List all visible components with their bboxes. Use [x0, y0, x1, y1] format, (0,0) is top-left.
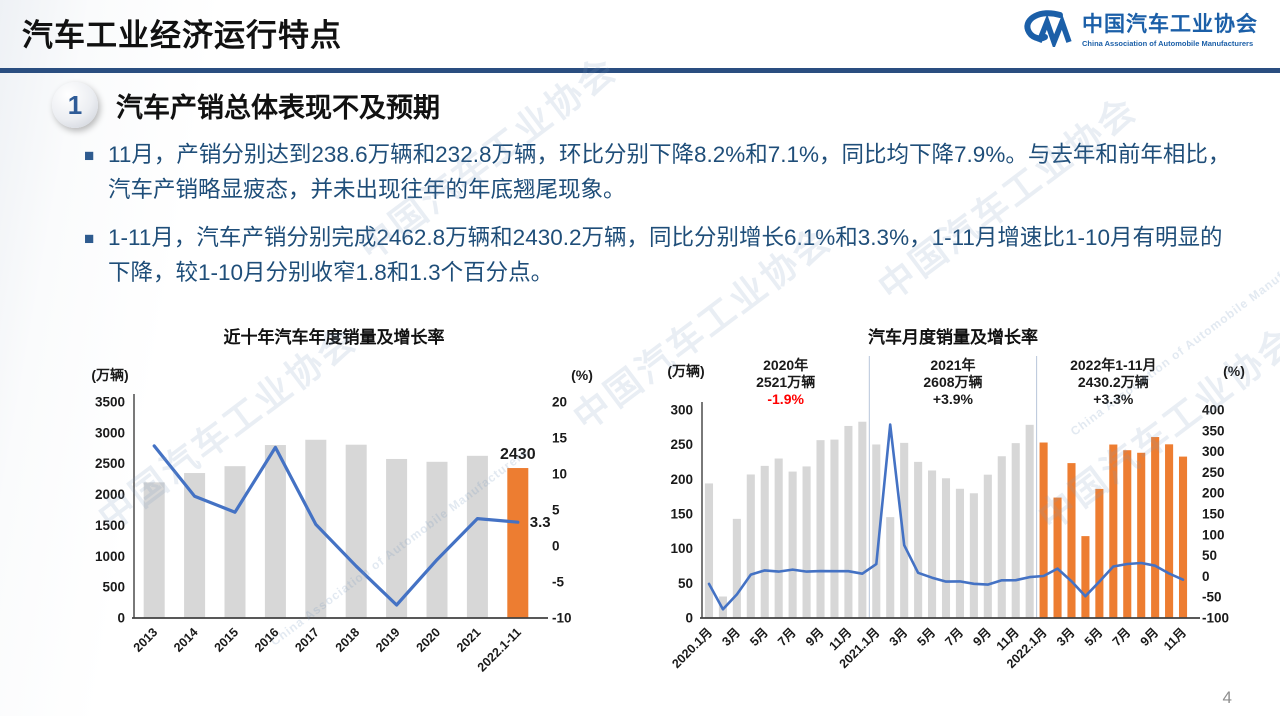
svg-text:0: 0	[117, 611, 125, 626]
bullet-marker-icon: ■	[84, 228, 95, 248]
svg-text:(%): (%)	[571, 367, 593, 383]
bullet-item-2: ■ 1-11月，汽车产销分别完成2462.8万辆和2430.2万辆，同比分别增长…	[84, 221, 1242, 291]
svg-text:-50: -50	[1202, 590, 1222, 605]
svg-text:150: 150	[670, 507, 693, 522]
svg-text:3月: 3月	[1054, 625, 1078, 649]
chart-monthly-sales: 汽车月度销量及增长率 0 50 100 150 200 250 300 -100 -50 0 50 1…	[630, 323, 1276, 703]
svg-text:2000: 2000	[95, 487, 125, 502]
svg-text:3500: 3500	[95, 395, 125, 410]
caam-logo: 中国汽车工业协会 China Association of Automobile…	[1022, 8, 1258, 48]
svg-text:2020.1月: 2020.1月	[669, 625, 715, 671]
bullet-text-1: 11月，产销分别达到238.6万辆和232.8万辆，环比分别下降8.2%和7.1…	[108, 142, 1231, 202]
svg-text:2019: 2019	[373, 625, 403, 655]
caam-logo-cn: 中国汽车工业协会	[1082, 13, 1258, 36]
bullet-marker-icon: ■	[84, 146, 95, 165]
caam-logo-en: China Association of Automobile Manufact…	[1082, 39, 1254, 48]
svg-text:7月: 7月	[942, 625, 966, 649]
svg-text:7月: 7月	[1110, 625, 1134, 649]
svg-text:2018: 2018	[333, 625, 363, 655]
svg-text:9月: 9月	[970, 625, 994, 649]
svg-text:50: 50	[1202, 548, 1217, 563]
svg-text:5月: 5月	[915, 625, 939, 649]
page-title: 汽车工业经济运行特点	[22, 18, 342, 53]
svg-text:500: 500	[102, 580, 125, 595]
svg-text:2016: 2016	[252, 625, 282, 655]
title-divider	[0, 68, 1280, 73]
svg-text:150: 150	[1202, 507, 1225, 522]
bullet-item-1: ■ 11月，产销分别达到238.6万辆和232.8万辆，环比分别下降8.2%和7…	[84, 138, 1242, 208]
svg-text:0: 0	[1202, 569, 1210, 584]
svg-text:2500: 2500	[95, 456, 125, 471]
svg-text:0: 0	[552, 539, 560, 554]
charts-row: 近十年汽车年度销量及增长率 0 500 1000 1500 2000 2500 3000 35…	[46, 323, 1245, 703]
svg-text:(万辆): (万辆)	[91, 367, 128, 383]
svg-text:20: 20	[552, 395, 567, 410]
svg-text:9月: 9月	[803, 625, 827, 649]
svg-text:300: 300	[1202, 444, 1225, 459]
svg-text:350: 350	[1202, 423, 1225, 438]
svg-text:200: 200	[670, 472, 693, 487]
svg-text:100: 100	[1202, 527, 1225, 542]
chart-monthly-canvas: 0 50 100 150 200 250 300 -100 -50 0 50 100 150 200 250…	[667, 356, 1245, 671]
caam-logo-icon	[1024, 10, 1072, 47]
chart-annual-title: 近十年汽车年度销量及增长率	[223, 328, 445, 347]
svg-text:5: 5	[552, 503, 560, 518]
svg-text:2521万辆: 2521万辆	[756, 374, 815, 390]
svg-text:2014: 2014	[171, 625, 201, 655]
svg-text:2430: 2430	[500, 446, 536, 463]
svg-text:15: 15	[552, 431, 568, 446]
svg-text:-1.9%: -1.9%	[767, 391, 804, 407]
section-title: 汽车产销总体表现不及预期	[116, 92, 440, 123]
chart-monthly-title: 汽车月度销量及增长率	[868, 328, 1038, 347]
svg-text:2013: 2013	[131, 625, 161, 655]
bullet-list: ■ 11月，产销分别达到238.6万辆和232.8万辆，环比分别下降8.2%和7…	[84, 138, 1242, 304]
svg-text:(万辆): (万辆)	[667, 363, 704, 379]
svg-text:100: 100	[670, 541, 693, 556]
svg-text:10: 10	[552, 467, 567, 482]
svg-text:300: 300	[670, 403, 693, 418]
svg-text:7月: 7月	[775, 625, 799, 649]
svg-text:2022年1-11月: 2022年1-11月	[1070, 357, 1156, 373]
chart-annual-sales: 近十年汽车年度销量及增长率 0 500 1000 1500 2000 2500 3000 35…	[46, 323, 622, 703]
svg-text:1500: 1500	[95, 518, 125, 533]
svg-text:3月: 3月	[719, 625, 743, 649]
svg-text:3.3: 3.3	[530, 514, 551, 531]
svg-text:250: 250	[670, 437, 693, 452]
svg-text:3000: 3000	[95, 425, 125, 440]
svg-text:1000: 1000	[95, 549, 125, 564]
svg-text:2022.1-11: 2022.1-11	[475, 625, 524, 674]
svg-text:2017: 2017	[292, 625, 322, 655]
svg-text:0: 0	[685, 611, 693, 626]
svg-text:2020: 2020	[414, 625, 444, 655]
svg-text:(%): (%)	[1223, 363, 1245, 379]
svg-text:9月: 9月	[1138, 625, 1162, 649]
svg-text:2015: 2015	[212, 625, 242, 655]
svg-text:250: 250	[1202, 465, 1225, 480]
svg-text:5月: 5月	[747, 625, 771, 649]
svg-text:-100: -100	[1202, 611, 1229, 626]
svg-text:+3.9%: +3.9%	[933, 391, 974, 407]
svg-text:-5: -5	[552, 575, 564, 590]
svg-text:200: 200	[1202, 486, 1225, 501]
svg-text:3月: 3月	[887, 625, 911, 649]
svg-text:+3.3%: +3.3%	[1093, 391, 1134, 407]
svg-text:50: 50	[678, 576, 693, 591]
page-number: 4	[1222, 688, 1232, 707]
section-header: 1 汽车产销总体表现不及预期	[52, 82, 440, 128]
svg-text:-10: -10	[552, 611, 572, 626]
svg-text:5月: 5月	[1082, 625, 1106, 649]
caam-logo-text: 中国汽车工业协会 China Association of Automobile…	[1082, 8, 1258, 48]
chart-annual-canvas: 0 500 1000 1500 2000 2500 3000 3500 -10 -5 0 5 10 15 2…	[91, 367, 593, 674]
svg-text:2020年: 2020年	[763, 357, 808, 373]
bullet-text-2: 1-11月，汽车产销分别完成2462.8万辆和2430.2万辆，同比分别增长6.…	[108, 224, 1223, 285]
svg-text:2021: 2021	[454, 625, 484, 655]
svg-text:11月: 11月	[1161, 625, 1189, 653]
svg-text:2430.2万辆: 2430.2万辆	[1078, 374, 1149, 390]
svg-text:2021年: 2021年	[930, 357, 975, 373]
svg-text:2608万辆: 2608万辆	[923, 374, 982, 390]
section-number-badge: 1	[52, 82, 98, 128]
svg-text:400: 400	[1202, 403, 1225, 418]
